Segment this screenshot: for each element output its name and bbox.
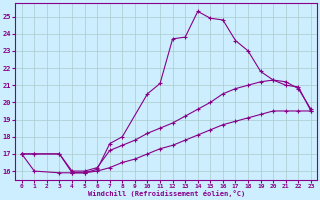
X-axis label: Windchill (Refroidissement éolien,°C): Windchill (Refroidissement éolien,°C) — [88, 190, 245, 197]
